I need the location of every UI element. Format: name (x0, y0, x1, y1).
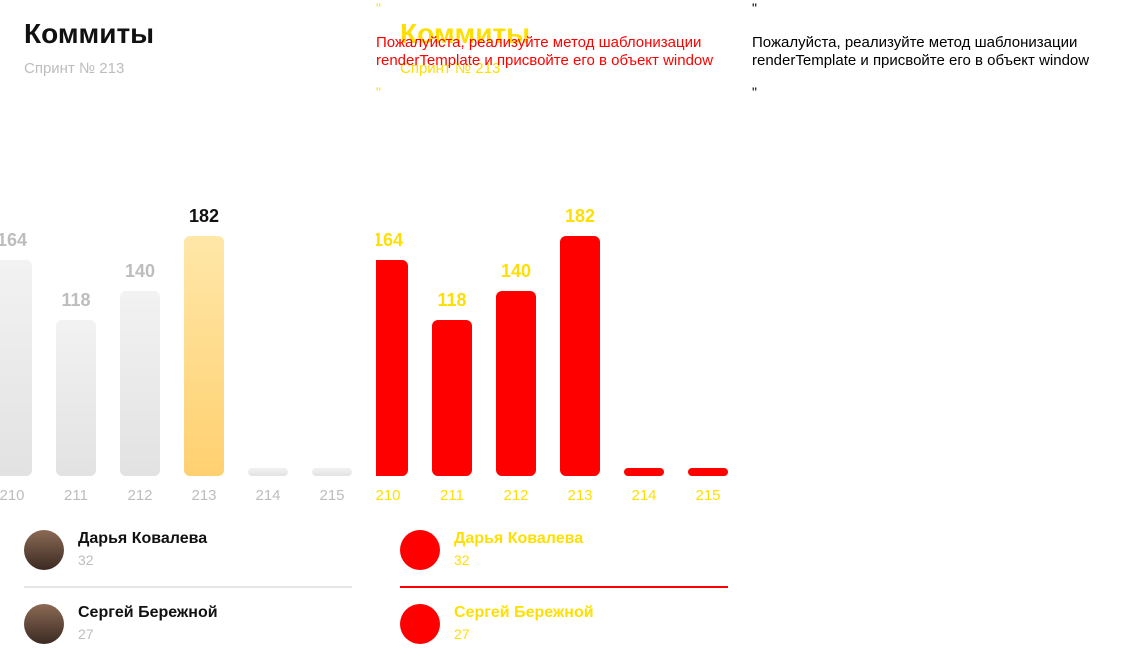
x-tick-label: 214 (255, 487, 281, 504)
bar-chart: 164 210 118 211 140 212 182 213 214 215 (0, 0, 376, 520)
user-item[interactable]: Дарья Ковалева 32 (400, 530, 730, 580)
user-item[interactable]: Дарья Ковалева 32 (24, 530, 354, 580)
bar-215 (688, 468, 728, 476)
bar-214 (248, 468, 288, 476)
bar-value-label: 164 (376, 230, 404, 250)
diff-panel: " Коммиты Спринт № 213 Пожалуйста, реали… (376, 0, 752, 668)
user-item[interactable]: Сергей Бережной 27 (400, 604, 730, 654)
x-tick-label: 215 (319, 487, 345, 504)
user-name: Сергей Бережной (78, 604, 218, 621)
expected-panel: Коммиты Спринт № 213 164 210 118 211 140 212 1… (0, 0, 376, 668)
bar-value-label: 140 (124, 261, 156, 281)
user-name: Сергей Бережной (454, 604, 594, 621)
bar-212 (120, 291, 160, 476)
bar-211 (56, 320, 96, 476)
bar-value-label: 182 (564, 206, 596, 226)
avatar (400, 530, 440, 570)
quote-mark: " (752, 0, 757, 16)
widget-title: Коммиты (400, 18, 531, 49)
bar-value-label: 182 (188, 206, 220, 226)
user-value: 32 (78, 552, 94, 568)
widget-subtitle: Спринт № 213 (24, 60, 125, 77)
avatar (24, 604, 64, 644)
bar-210 (0, 260, 32, 476)
error-line: Пожалуйста, реализуйте метод шаблонизаци… (752, 34, 1078, 51)
user-name: Дарья Ковалева (454, 530, 584, 547)
avatar (400, 604, 440, 644)
bar-213 (184, 236, 224, 476)
user-name: Дарья Ковалева (78, 530, 208, 547)
x-tick-label: 215 (695, 487, 721, 504)
user-value: 27 (78, 626, 94, 642)
x-tick-label: 213 (567, 487, 593, 504)
error-line: renderTemplate и присвойте его в объект … (752, 52, 1090, 69)
bar-value-label: 118 (437, 290, 467, 310)
bar-215 (312, 468, 352, 476)
user-value: 32 (454, 552, 470, 568)
bar-value-label: 118 (61, 290, 91, 310)
widget-title: Коммиты (24, 18, 155, 49)
quote-mark: " (752, 84, 757, 100)
x-tick-label: 211 (440, 487, 464, 504)
bar-value-label: 164 (0, 230, 28, 250)
error-line: Пожалуйста, реализуйте метод шаблонизаци… (376, 34, 702, 51)
x-tick-label: 212 (503, 487, 529, 504)
bar-212 (496, 291, 536, 476)
quote-mark: " (376, 84, 381, 100)
bar-213 (560, 236, 600, 476)
actual-panel: " Пожалуйста, реализуйте метод шаблониза… (752, 0, 1128, 668)
quote-mark: " (376, 0, 381, 16)
bar-210 (376, 260, 408, 476)
x-tick-label: 211 (64, 487, 88, 504)
user-item[interactable]: Сергей Бережной 27 (24, 604, 354, 654)
x-tick-label: 214 (631, 487, 657, 504)
divider (400, 586, 728, 588)
bar-value-label: 140 (500, 261, 532, 281)
bar-211 (432, 320, 472, 476)
x-tick-label: 213 (191, 487, 217, 504)
bar-chart: 164 210 118 211 140 212 182 213 214 215 (376, 0, 752, 520)
divider (24, 586, 352, 588)
user-value: 27 (454, 626, 470, 642)
x-tick-label: 210 (376, 487, 401, 504)
error-line: renderTemplate и присвойте его в объект … (376, 52, 714, 69)
avatar (24, 530, 64, 570)
x-tick-label: 210 (0, 487, 25, 504)
x-tick-label: 212 (127, 487, 153, 504)
widget-subtitle: Спринт № 213 (400, 60, 501, 77)
bar-214 (624, 468, 664, 476)
